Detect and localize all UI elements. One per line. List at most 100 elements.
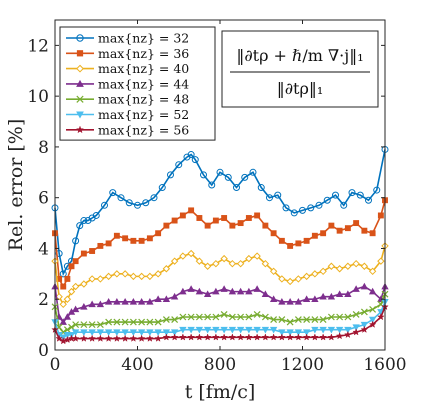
data-point: [60, 283, 67, 290]
data-point: [303, 316, 311, 323]
data-point: [146, 329, 154, 337]
data-point: [319, 316, 327, 323]
data-point: [328, 222, 335, 229]
data-point: [129, 329, 138, 337]
data-point: [195, 257, 204, 265]
series-6: [51, 302, 389, 345]
data-point: [360, 282, 369, 290]
data-point: [203, 333, 212, 341]
data-point: [311, 316, 319, 323]
data-point: [195, 287, 204, 295]
legend-marker: [76, 34, 84, 42]
data-point: [360, 321, 369, 329]
data-point: [109, 189, 117, 197]
data-point: [96, 329, 105, 337]
data-point: [55, 334, 63, 342]
data-point: [278, 329, 286, 337]
data-point: [68, 323, 75, 331]
data-point: [212, 217, 219, 224]
data-point: [311, 333, 319, 341]
data-point: [59, 300, 67, 309]
data-point: [137, 334, 146, 342]
data-point: [253, 333, 261, 341]
data-point: [80, 321, 88, 329]
data-point: [294, 316, 302, 323]
data-point: [335, 332, 344, 340]
data-point: [286, 333, 294, 341]
data-point: [101, 201, 108, 209]
data-point: [212, 259, 220, 268]
data-point: [228, 326, 237, 334]
data-point: [142, 199, 150, 207]
data-point: [80, 280, 88, 288]
data-point: [361, 227, 368, 234]
data-point: [356, 191, 364, 199]
legend-entry: max{nz} = 36: [66, 46, 189, 61]
legend-entry: max{nz} = 56: [66, 122, 189, 137]
data-point: [245, 287, 253, 295]
data-point: [134, 201, 141, 209]
data-point: [373, 186, 381, 194]
legend-marker: [76, 111, 84, 119]
data-point: [154, 318, 162, 326]
data-point: [80, 217, 88, 225]
data-point: [188, 207, 195, 214]
data-point: [220, 311, 228, 318]
data-point: [368, 316, 377, 324]
data-point: [179, 287, 187, 295]
x-tick-label: 1600: [363, 355, 406, 375]
data-point: [228, 259, 237, 268]
data-point: [146, 272, 154, 281]
data-point: [352, 285, 360, 292]
data-point: [179, 212, 186, 219]
data-point: [175, 161, 183, 169]
data-point: [224, 173, 232, 181]
y-tick-label: 2: [38, 290, 49, 310]
data-point: [203, 326, 212, 334]
data-point: [187, 249, 195, 258]
data-point: [104, 334, 113, 342]
data-point: [220, 285, 228, 292]
data-point: [68, 263, 75, 270]
data-point: [154, 295, 162, 303]
data-point: [137, 329, 146, 337]
data-point: [121, 318, 129, 326]
data-point: [365, 196, 372, 204]
data-point: [64, 275, 71, 282]
data-point: [335, 265, 344, 273]
data-point: [303, 237, 310, 244]
data-point: [113, 232, 120, 239]
data-point: [88, 321, 96, 329]
data-point: [179, 313, 187, 321]
data-point: [150, 194, 158, 202]
data-point: [71, 305, 80, 313]
legend-entry: max{nz} = 32: [66, 31, 189, 46]
data-point: [269, 326, 278, 334]
data-point: [179, 333, 187, 341]
legend-label: max{nz} = 44: [98, 76, 189, 91]
formula-numerator: ‖∂tρ + ℏ/m ∇·j‖₁: [236, 46, 363, 65]
data-point: [88, 329, 96, 337]
data-point: [187, 326, 195, 334]
data-point: [307, 204, 315, 212]
data-point: [254, 212, 261, 219]
data-point: [261, 333, 270, 341]
data-point: [236, 287, 245, 295]
data-point: [88, 334, 96, 342]
data-point: [63, 313, 72, 320]
data-point: [129, 297, 138, 305]
data-point: [170, 333, 179, 341]
y-tick-label: 8: [38, 138, 49, 158]
data-point: [204, 313, 212, 321]
data-point: [311, 232, 318, 239]
legend-marker: [76, 79, 84, 87]
data-point: [220, 326, 228, 334]
data-point: [241, 173, 249, 181]
data-point: [377, 212, 384, 219]
data-point: [208, 181, 216, 189]
data-point: [286, 318, 294, 326]
data-point: [137, 297, 146, 305]
data-point: [171, 316, 179, 323]
series-4: [51, 290, 389, 336]
data-point: [352, 311, 360, 318]
